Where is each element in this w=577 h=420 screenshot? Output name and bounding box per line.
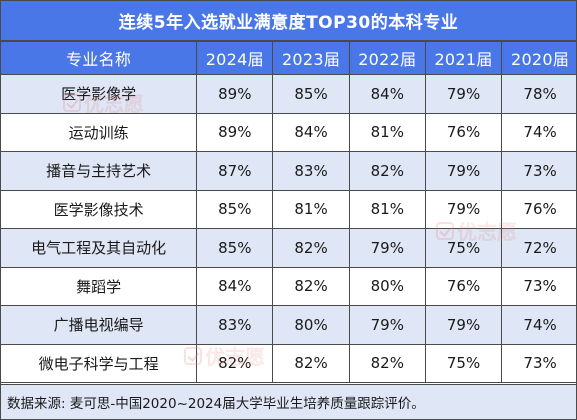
cell-2022: 81% [348, 112, 426, 152]
cell-major: 电气工程及其自动化 [1, 228, 198, 268]
cell-2020: 73% [501, 151, 576, 191]
cell-2020: 78% [501, 74, 576, 114]
cell-2024: 85% [196, 189, 274, 229]
cell-2023: 82% [272, 228, 350, 268]
cell-2024: 82% [196, 343, 274, 383]
cell-2023: 81% [272, 189, 350, 229]
header-2023: 2023届 [272, 41, 350, 75]
cell-2024: 84% [196, 266, 274, 306]
table-row: 广播电视编导 83% 80% 79% 79% 74% [1, 305, 576, 345]
cell-2021: 75% [424, 343, 503, 383]
cell-2023: 84% [272, 112, 350, 152]
table-row: 医学影像技术 85% 81% 81% 79% 76% [1, 189, 576, 229]
cell-2021: 76% [424, 112, 503, 152]
cell-2020: 76% [501, 189, 576, 229]
cell-major: 微电子科学与工程 [1, 343, 198, 383]
source-note: 数据来源: 麦可思-中国2020~2024届大学毕业生培养质量跟踪评价。 [1, 384, 576, 419]
cell-2021: 75% [424, 228, 503, 268]
header-row: 专业名称 2024届 2023届 2022届 2021届 2020届 [1, 41, 576, 75]
cell-2022: 79% [348, 305, 426, 345]
table-row: 运动训练 89% 84% 81% 76% 74% [1, 112, 576, 152]
table-row: 电气工程及其自动化 85% 82% 79% 75% 72% [1, 228, 576, 268]
cell-major: 广播电视编导 [1, 305, 198, 345]
cell-major: 医学影像技术 [1, 189, 198, 229]
cell-2023: 82% [272, 343, 350, 383]
header-2024: 2024届 [196, 41, 274, 75]
table-row: 微电子科学与工程 82% 82% 82% 75% 73% [1, 343, 576, 383]
cell-2022: 82% [348, 343, 426, 383]
cell-2023: 80% [272, 305, 350, 345]
cell-2024: 87% [196, 151, 274, 191]
cell-2022: 79% [348, 228, 426, 268]
header-2020: 2020届 [501, 41, 576, 75]
table-title: 连续5年入选就业满意度TOP30的本科专业 [1, 1, 576, 41]
cell-2022: 81% [348, 189, 426, 229]
cell-2024: 89% [196, 74, 274, 114]
cell-2022: 84% [348, 74, 426, 114]
cell-major: 医学影像学 [1, 74, 198, 114]
cell-2021: 76% [424, 266, 503, 306]
cell-2023: 85% [272, 74, 350, 114]
cell-2020: 73% [501, 266, 576, 306]
cell-2020: 74% [501, 305, 576, 345]
cell-major: 播音与主持艺术 [1, 151, 198, 191]
cell-2024: 85% [196, 228, 274, 268]
cell-2024: 83% [196, 305, 274, 345]
major-satisfaction-table: 专业名称 2024届 2023届 2022届 2021届 2020届 医学影像学… [1, 41, 576, 383]
cell-2024: 89% [196, 112, 274, 152]
cell-2022: 82% [348, 151, 426, 191]
cell-2021: 79% [424, 189, 503, 229]
cell-2021: 79% [424, 151, 503, 191]
cell-2022: 80% [348, 266, 426, 306]
cell-2021: 79% [424, 74, 503, 114]
table-row: 舞蹈学 84% 82% 80% 76% 73% [1, 266, 576, 306]
header-major: 专业名称 [1, 41, 198, 75]
table-row: 播音与主持艺术 87% 83% 82% 79% 73% [1, 151, 576, 191]
cell-2020: 73% [501, 343, 576, 383]
cell-2020: 72% [501, 228, 576, 268]
cell-2023: 82% [272, 266, 350, 306]
header-2022: 2022届 [348, 41, 426, 75]
cell-2021: 79% [424, 305, 503, 345]
header-2021: 2021届 [424, 41, 503, 75]
cell-2020: 74% [501, 112, 576, 152]
cell-major: 舞蹈学 [1, 266, 198, 306]
table-row: 医学影像学 89% 85% 84% 79% 78% [1, 74, 576, 114]
cell-major: 运动训练 [1, 112, 198, 152]
cell-2023: 83% [272, 151, 350, 191]
